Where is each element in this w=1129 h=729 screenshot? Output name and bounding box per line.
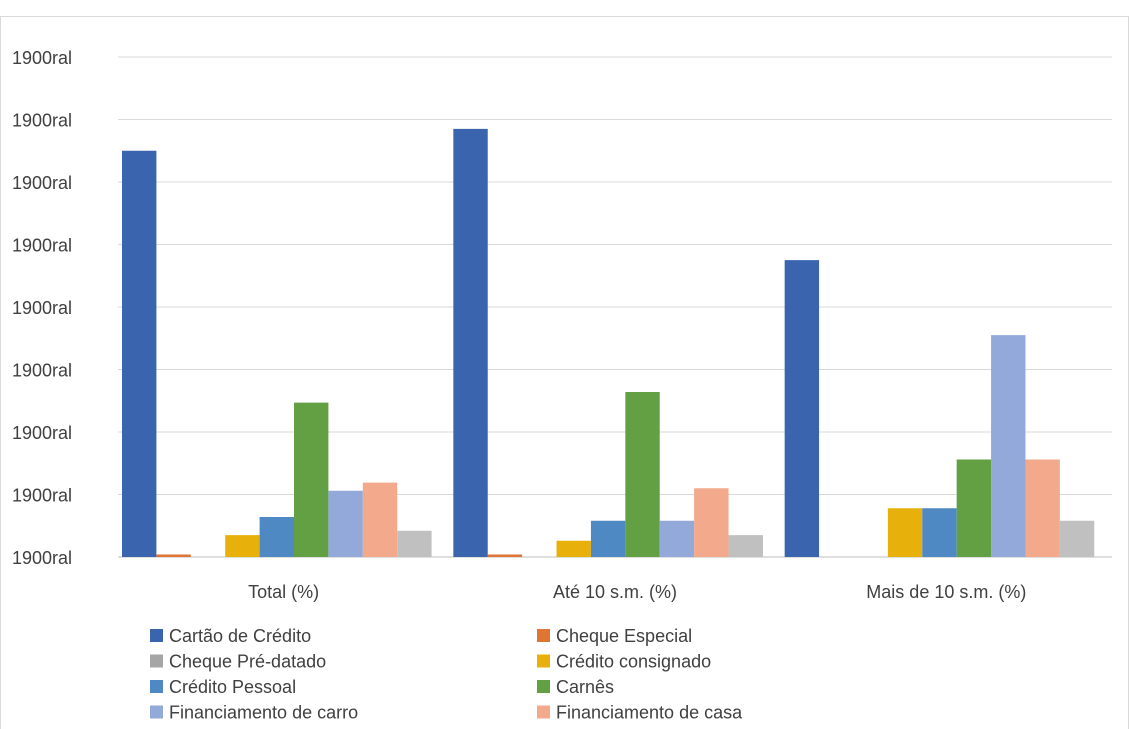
legend-swatch [150,705,163,719]
y-tick-label: 1900ral [12,298,72,318]
legend-swatch [537,654,550,668]
x-tick-label: Mais de 10 s.m. (%) [866,582,1026,602]
y-axis-ticks: 1900ral 1900ral 1900ral 1900ral 1900ral 1900r… [12,48,72,568]
x-axis-ticks: Total (%) Até 10 s.m. (%) Mais de 10 s.m. … [248,582,1026,602]
y-tick-label: 1900ral [12,361,72,381]
y-tick-label: 1900ral [12,423,72,443]
chart-frame [0,16,1129,729]
bar [122,150,157,557]
bar [397,530,432,557]
bar [887,508,923,557]
x-tick-label: Total (%) [248,582,319,602]
legend-swatch [537,629,550,642]
y-tick-label: 1900ral [12,111,72,131]
y-tick-label: 1900ral [12,173,72,193]
legend-label: Cartão de Crédito [169,626,311,646]
legend-swatch [150,654,163,668]
bar [156,554,191,557]
legend-label: Cheque Especial [556,626,692,646]
y-tick-label: 1900ral [12,236,72,256]
y-tick-label: 1900ral [12,548,72,568]
bar [991,335,1026,557]
legend-label: Cheque Pré-datado [169,652,326,672]
bar [259,517,294,557]
bar [728,535,763,557]
legend-swatch [537,680,550,693]
bar [922,508,957,557]
legend-label: Financiamento de casa [556,703,743,723]
bar [784,260,820,557]
legend-swatch [150,680,163,693]
bar [294,402,329,557]
legend-swatch [150,629,163,642]
legend-label: Carnês [556,677,614,697]
bar [453,128,488,557]
bar [362,482,398,557]
bar [225,535,260,557]
bar [556,540,591,557]
bar [956,459,992,557]
bar [694,488,729,557]
legend: Cartão de Crédito Cheque Especial Cheque P… [150,626,743,723]
bars [122,128,1095,557]
y-tick-label: 1900ral [12,48,72,68]
bar [659,520,695,557]
y-tick-label: 1900ral [12,486,72,506]
legend-swatch [537,705,550,719]
bar [625,392,660,557]
bar [487,554,523,557]
legend-label: Financiamento de carro [169,703,358,723]
bar [590,520,626,557]
bar [1025,459,1060,557]
x-tick-label: Até 10 s.m. (%) [553,582,677,602]
gridlines [118,56,1112,558]
legend-label: Crédito consignado [556,652,711,672]
bar [1059,520,1095,557]
bar [328,490,363,557]
legend-label: Crédito Pessoal [169,677,296,697]
